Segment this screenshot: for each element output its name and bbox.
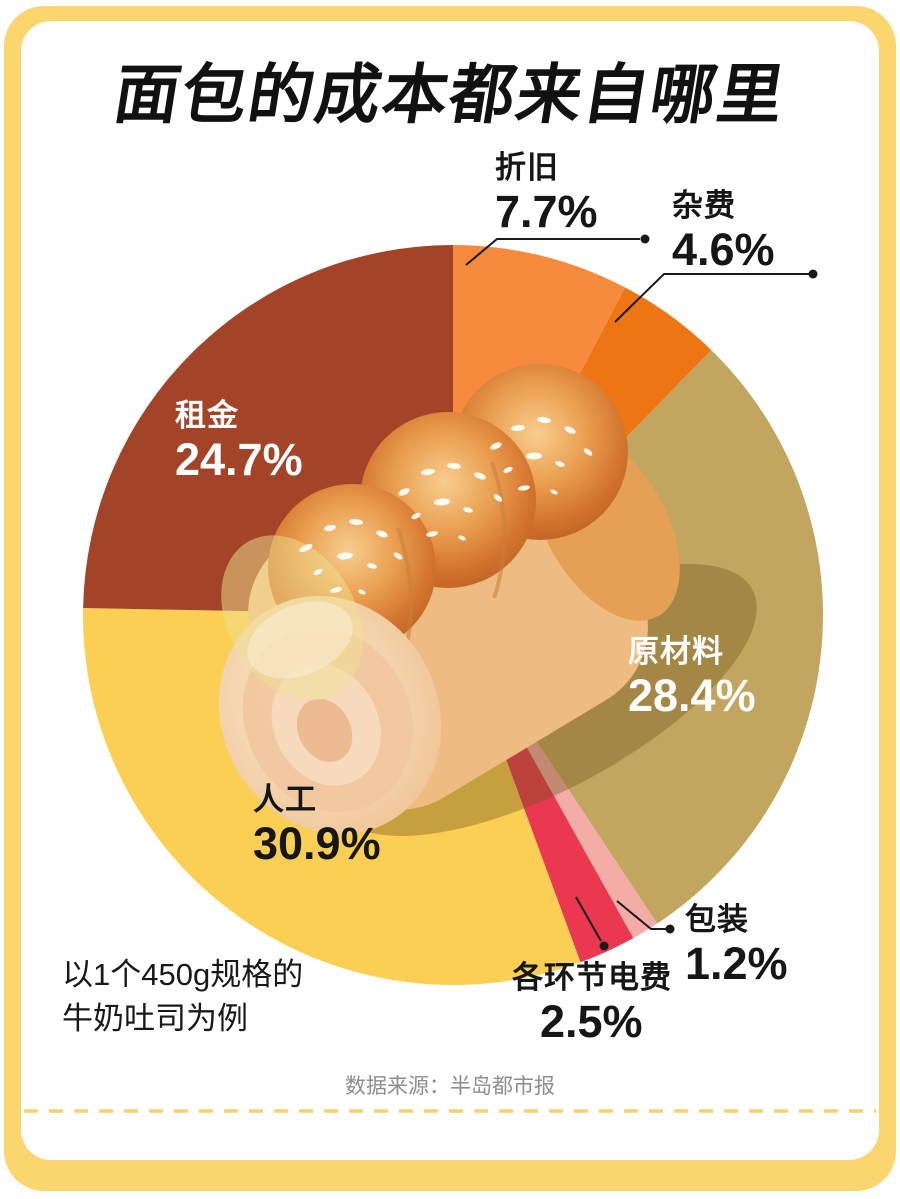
sprinkle [493,494,503,502]
label-raw-materials-name: 原材料 [628,634,724,669]
leader-line-misc-fees [614,273,809,323]
example-note-line2: 牛奶吐司为例 [62,1001,248,1036]
leader-dot-electricity [599,941,609,951]
example-note: 以1个450g规格的 牛奶吐司为例 [62,953,303,1041]
sprinkle [299,543,313,553]
label-rent-name: 租金 [175,398,239,433]
sprinkle [564,426,576,434]
sprinkle [411,512,421,520]
sprinkle [367,563,377,569]
page-title: 面包的成本都来自哪里 [109,58,791,131]
label-rent-value: 24.7% [175,433,303,485]
label-electricity-value: 2.5% [540,995,643,1047]
bread-seam [490,461,507,599]
leader-dot-misc-fees [808,269,818,279]
label-raw-materials: 原材料 28.4% [628,636,756,719]
sprinkle [349,518,363,526]
sprinkle [537,416,551,424]
sprinkle [358,589,366,595]
sprinkle [313,568,323,576]
label-labor: 人工 30.9% [253,784,381,867]
sugar-sprinkles [299,416,593,595]
label-packaging: 包装 1.2% [685,904,788,987]
data-source: 数据来源：半岛都市报 [345,1075,555,1098]
leader-dot-depreciation [640,234,650,244]
sprinkle [583,448,593,456]
label-electricity-name: 各环节电费 [512,960,672,995]
sprinkle [463,507,473,513]
sprinkle [330,587,342,593]
label-raw-materials-value: 28.4% [628,669,756,721]
label-depreciation-name: 折旧 [495,150,559,185]
sprinkle [426,531,438,537]
bread-illustration [218,364,757,836]
label-misc-fees: 杂费 4.6% [672,190,775,273]
label-misc-fees-value: 4.6% [672,223,775,275]
sprinkle [376,530,388,538]
label-depreciation: 折旧 7.7% [495,152,598,235]
label-labor-value: 30.9% [253,817,381,869]
sprinkle [393,552,403,560]
label-electricity: 各环节电费 2.5% [512,962,672,1045]
footer-logos: SFC 南方财经全媒体集团 Southern Finance Omnimedia… [0,1118,900,1164]
leader-dot-packaging [665,924,675,934]
leader-line-electricity [575,896,602,942]
sprinkle [550,489,558,495]
leader-line-depreciation [465,238,640,266]
label-packaging-value: 1.2% [685,937,788,989]
sprinkle [526,452,542,460]
leader-lines [465,234,818,951]
label-packaging-name: 包装 [685,902,749,937]
sprinkle [518,485,530,491]
sprinkle [337,552,353,560]
sprinkle [447,462,461,470]
sprinkle [458,535,466,541]
sprinkle [421,468,435,476]
bread-highlight [247,601,353,679]
sprinkle [474,472,486,480]
sprinkle [555,461,565,467]
sprinkle [324,524,336,532]
sprinkle [503,466,513,474]
sprinkle [490,442,502,450]
label-depreciation-value: 7.7% [495,185,598,237]
sprinkle [434,498,450,506]
sprinkle [511,424,525,432]
leader-line-packaging [616,900,666,930]
label-misc-fees-name: 杂费 [672,188,736,223]
label-labor-name: 人工 [253,782,317,817]
sprinkle [398,488,410,496]
example-note-line1: 以1个450g规格的 [62,957,304,992]
label-rent: 租金 24.7% [175,400,303,483]
